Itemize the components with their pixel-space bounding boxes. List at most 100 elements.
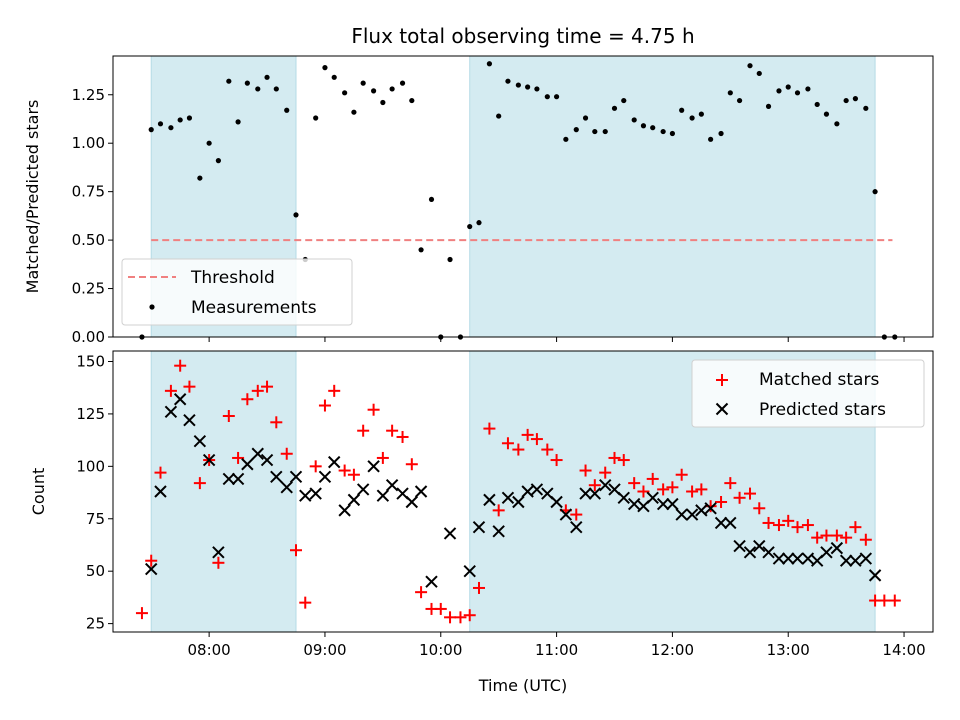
matched-star-point — [328, 384, 341, 397]
matched-star-point — [212, 556, 225, 569]
measurement-point — [794, 90, 801, 96]
predicted-star-point — [579, 487, 592, 500]
predicted-star-point — [791, 552, 804, 565]
matched-star-point — [261, 380, 274, 393]
x-axis-label: Time (UTC) — [478, 676, 567, 695]
predicted-star-point — [724, 516, 737, 530]
matched-star-point — [280, 447, 293, 460]
measurement-point — [428, 196, 435, 203]
matched-star-point — [840, 531, 853, 544]
predicted-star-point — [328, 455, 341, 469]
matched-star-point — [782, 514, 795, 527]
predicted-star-point — [385, 479, 399, 492]
matched-star-point — [801, 519, 814, 532]
predicted-star-point — [801, 552, 815, 565]
measurement-point — [872, 189, 878, 195]
matched-star-point — [289, 544, 302, 557]
ratio-x-ticks — [208, 337, 905, 342]
predicted-star-point — [289, 470, 303, 484]
predicted-star-point — [559, 508, 573, 521]
matched-star-point — [309, 460, 322, 473]
count-axes-frame — [112, 350, 934, 633]
y-tick-label: 0.75 — [72, 183, 105, 201]
predicted-star-point — [183, 413, 196, 427]
measurement-point — [313, 115, 319, 121]
matched-star-point — [174, 359, 187, 372]
matched-star-point — [646, 472, 659, 485]
matched-star-point — [628, 477, 641, 490]
predicted-star-point — [338, 504, 351, 517]
predicted-star-point — [762, 546, 775, 559]
predicted-star-point — [733, 539, 746, 553]
predicted-star-point — [241, 458, 254, 471]
matched-star-point — [145, 554, 158, 567]
measurement-point — [331, 74, 337, 80]
legend-x-marker — [715, 402, 729, 416]
x-tick-label: 09:00 — [303, 641, 346, 659]
matched-star-point — [454, 611, 467, 624]
matched-star-point — [251, 384, 264, 397]
predicted-star-point — [145, 562, 158, 576]
predicted-star-point — [646, 491, 659, 504]
observing-span — [150, 350, 297, 633]
measurement-point — [679, 107, 685, 113]
predicted-star-point — [849, 554, 862, 567]
predicted-star-point — [627, 497, 641, 511]
measurement-point — [553, 94, 560, 100]
matched-star-point — [193, 477, 206, 490]
matched-star-point — [164, 384, 177, 397]
measurement-point — [736, 97, 743, 104]
y-tick-label: 50 — [86, 562, 105, 580]
measurement-point — [534, 86, 540, 92]
predicted-star-point — [501, 491, 515, 504]
measurement-point — [650, 125, 656, 131]
y-tick-label: 0.00 — [72, 328, 105, 346]
ratio-legend-box — [121, 258, 353, 326]
measurement-point — [823, 111, 830, 117]
measurement-point — [573, 127, 579, 133]
measurement-point — [805, 86, 811, 92]
matched-star-point — [791, 521, 804, 534]
measurement-point — [863, 105, 869, 111]
measurement-point — [582, 115, 589, 121]
count-y-axis-label: Count — [29, 468, 48, 516]
x-tick-label: 14:00 — [882, 641, 925, 659]
matched-star-point — [530, 433, 543, 446]
x-tick-label: 12:00 — [651, 641, 694, 659]
measurement-point — [215, 158, 221, 164]
x-tick-label: 10:00 — [419, 641, 462, 659]
measurement-point — [284, 107, 290, 113]
legend-matched-swatch — [716, 374, 728, 386]
measurement-point — [852, 96, 859, 102]
measurement-point — [399, 80, 406, 86]
measurement-point — [255, 86, 261, 92]
matched-star-point — [241, 393, 254, 406]
predicted-star-point — [414, 485, 428, 498]
y-tick-label: 125 — [76, 405, 105, 423]
predicted-star-point — [164, 405, 178, 419]
matched-star-point — [599, 466, 612, 479]
predicted-star-point — [839, 554, 853, 567]
predicted-star-point — [212, 546, 225, 559]
matched-star-point — [512, 443, 525, 456]
measurement-point — [727, 90, 733, 96]
predicted-star-point — [492, 525, 505, 538]
measurement-point — [226, 78, 232, 84]
measurement-point — [177, 117, 183, 123]
count-points — [135, 359, 901, 624]
matched-star-point — [154, 466, 167, 479]
measurement-point — [640, 123, 647, 129]
matched-star-point — [541, 443, 554, 456]
predicted-star-point — [753, 539, 766, 553]
matched-star-point — [405, 458, 418, 471]
predicted-star-point — [280, 481, 293, 494]
matched-star-point — [483, 422, 496, 435]
matched-star-point — [772, 519, 785, 532]
matched-star-point — [183, 380, 196, 393]
measurement-point — [157, 121, 164, 127]
x-tick-label: 13:00 — [767, 641, 810, 659]
measurement-point — [380, 99, 386, 106]
y-tick-label: 75 — [86, 510, 105, 528]
matched-star-point — [550, 454, 563, 467]
predicted-star-point — [270, 470, 283, 484]
